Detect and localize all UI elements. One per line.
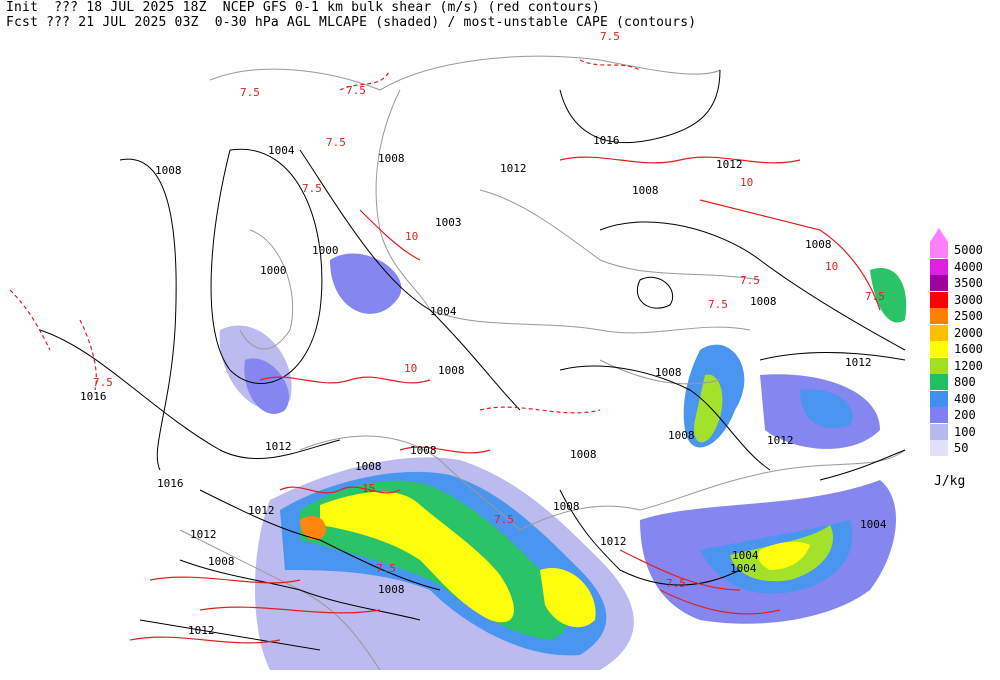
legend-swatch — [930, 374, 948, 390]
isobar-label: 1008 — [668, 429, 695, 442]
shear-label: 7.5 — [666, 577, 686, 590]
legend-label: 3000 — [954, 292, 983, 307]
legend-label: 1600 — [954, 342, 983, 356]
legend-swatch — [930, 258, 948, 275]
legend-label: 3500 — [954, 276, 983, 290]
shear-contours — [9, 59, 881, 644]
shear-label: 10 — [405, 230, 418, 243]
shear-label: 7.5 — [708, 298, 728, 311]
legend-label: 200 — [954, 408, 976, 422]
isobar-label: 1012 — [190, 528, 217, 541]
pressure-labels: 1008 1004 1008 1016 1012 1000 1000 1003 … — [80, 134, 887, 637]
header-init-line: Init ??? 18 JUL 2025 18Z NCEP GFS 0-1 km… — [6, 0, 600, 15]
isobar-label: 1008 — [208, 555, 235, 568]
isobar-label: 1008 — [750, 295, 777, 308]
shear-label: 10 — [740, 176, 753, 189]
shear-label: 7.5 — [865, 290, 885, 303]
legend-label: 50 — [954, 441, 969, 455]
legend-label: 2500 — [954, 309, 983, 323]
shear-label: 7.5 — [494, 513, 514, 526]
legend-label: 2000 — [954, 325, 983, 340]
legend-swatch — [930, 407, 948, 423]
legend-swatch — [930, 440, 948, 456]
isobar-label: 1012 — [500, 162, 527, 175]
legend-label: 800 — [954, 375, 976, 389]
isobar-label: 1008 — [570, 448, 597, 461]
shear-label: 7.5 — [600, 30, 620, 43]
shear-label: 7.5 — [346, 84, 366, 97]
legend-top-triangle — [930, 228, 948, 242]
isobar-label: 1004 — [860, 518, 887, 531]
isobars — [39, 69, 906, 651]
coastlines — [179, 55, 906, 671]
isobar-label: 1008 — [155, 164, 182, 177]
legend-label: 400 — [954, 391, 976, 406]
legend-swatch — [930, 291, 948, 308]
isobar-label: 1008 — [655, 366, 682, 379]
legend-label: 5000 — [954, 243, 983, 257]
shear-label: 7.5 — [326, 136, 346, 149]
isobar-label: 1008 — [378, 583, 405, 596]
isobar-label: 1003 — [435, 216, 462, 229]
shear-label: 10 — [404, 362, 417, 375]
isobar-label: 1008 — [805, 238, 832, 251]
shear-label: 7.5 — [302, 182, 322, 195]
isobar-label: 1016 — [593, 134, 620, 147]
legend-swatch — [930, 357, 948, 374]
shear-label: 7.5 — [376, 562, 396, 575]
header-forecast-line: Fcst ??? 21 JUL 2025 03Z 0-30 hPa AGL ML… — [6, 15, 697, 30]
isobar-label: 1016 — [157, 477, 184, 490]
isobar-label: 1012 — [600, 535, 627, 548]
legend-swatch — [930, 423, 948, 440]
isobar-label: 1012 — [716, 158, 743, 171]
isobar-label: 1012 — [265, 440, 292, 453]
shear-label: 7.5 — [740, 274, 760, 287]
legend-label: 1200 — [954, 358, 983, 373]
legend-swatch — [930, 390, 948, 407]
isobar-label: 1008 — [355, 460, 382, 473]
isobar-label: 1012 — [845, 356, 872, 369]
isobar-label: 1004 — [430, 305, 457, 318]
cape-shading — [219, 253, 907, 670]
isobar-label: 1000 — [260, 264, 287, 277]
legend-label: 100 — [954, 424, 976, 439]
isobar-label: 1008 — [553, 500, 580, 513]
isobar-label: 1012 — [188, 624, 215, 637]
weather-map: 1008 1004 1008 1016 1012 1000 1000 1003 … — [9, 30, 907, 671]
isobar-label: 1008 — [632, 184, 659, 197]
isobar-label: 1016 — [80, 390, 107, 403]
legend-swatch — [930, 341, 948, 357]
isobar-label: 1004 — [268, 144, 295, 157]
isobar-label: 1012 — [767, 434, 794, 447]
shear-label: 10 — [825, 260, 838, 273]
legend-unit: J/kg — [934, 474, 966, 489]
isobar-label: 1008 — [410, 444, 437, 457]
legend-swatch — [930, 308, 948, 324]
isobar-label: 1004 — [732, 549, 759, 562]
isobar-label: 1008 — [378, 152, 405, 165]
isobar-label: 1000 — [312, 244, 339, 257]
shear-label: 7.5 — [93, 376, 113, 389]
isobar-label: 1012 — [248, 504, 275, 517]
isobar-label: 1008 — [438, 364, 465, 377]
legend-swatch — [930, 275, 948, 291]
legend-swatch — [930, 324, 948, 341]
isobar-label: 1004 — [730, 562, 757, 575]
shear-labels: 7.5 7.5 7.5 7.5 7.5 7.5 7.5 7.5 7.5 15 1… — [93, 30, 885, 590]
shear-label: 15 — [362, 482, 375, 495]
legend-swatch — [930, 242, 948, 258]
legend-label: 4000 — [954, 259, 983, 274]
shear-label: 7.5 — [240, 86, 260, 99]
